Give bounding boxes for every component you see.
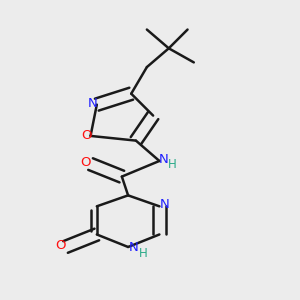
Text: N: N xyxy=(160,198,170,211)
Text: O: O xyxy=(81,129,92,142)
Text: N: N xyxy=(129,242,139,254)
Text: O: O xyxy=(55,239,65,252)
Text: N: N xyxy=(88,97,98,110)
Text: O: O xyxy=(80,156,91,169)
Text: H: H xyxy=(139,247,148,260)
Text: H: H xyxy=(167,158,176,171)
Text: N: N xyxy=(158,153,168,166)
